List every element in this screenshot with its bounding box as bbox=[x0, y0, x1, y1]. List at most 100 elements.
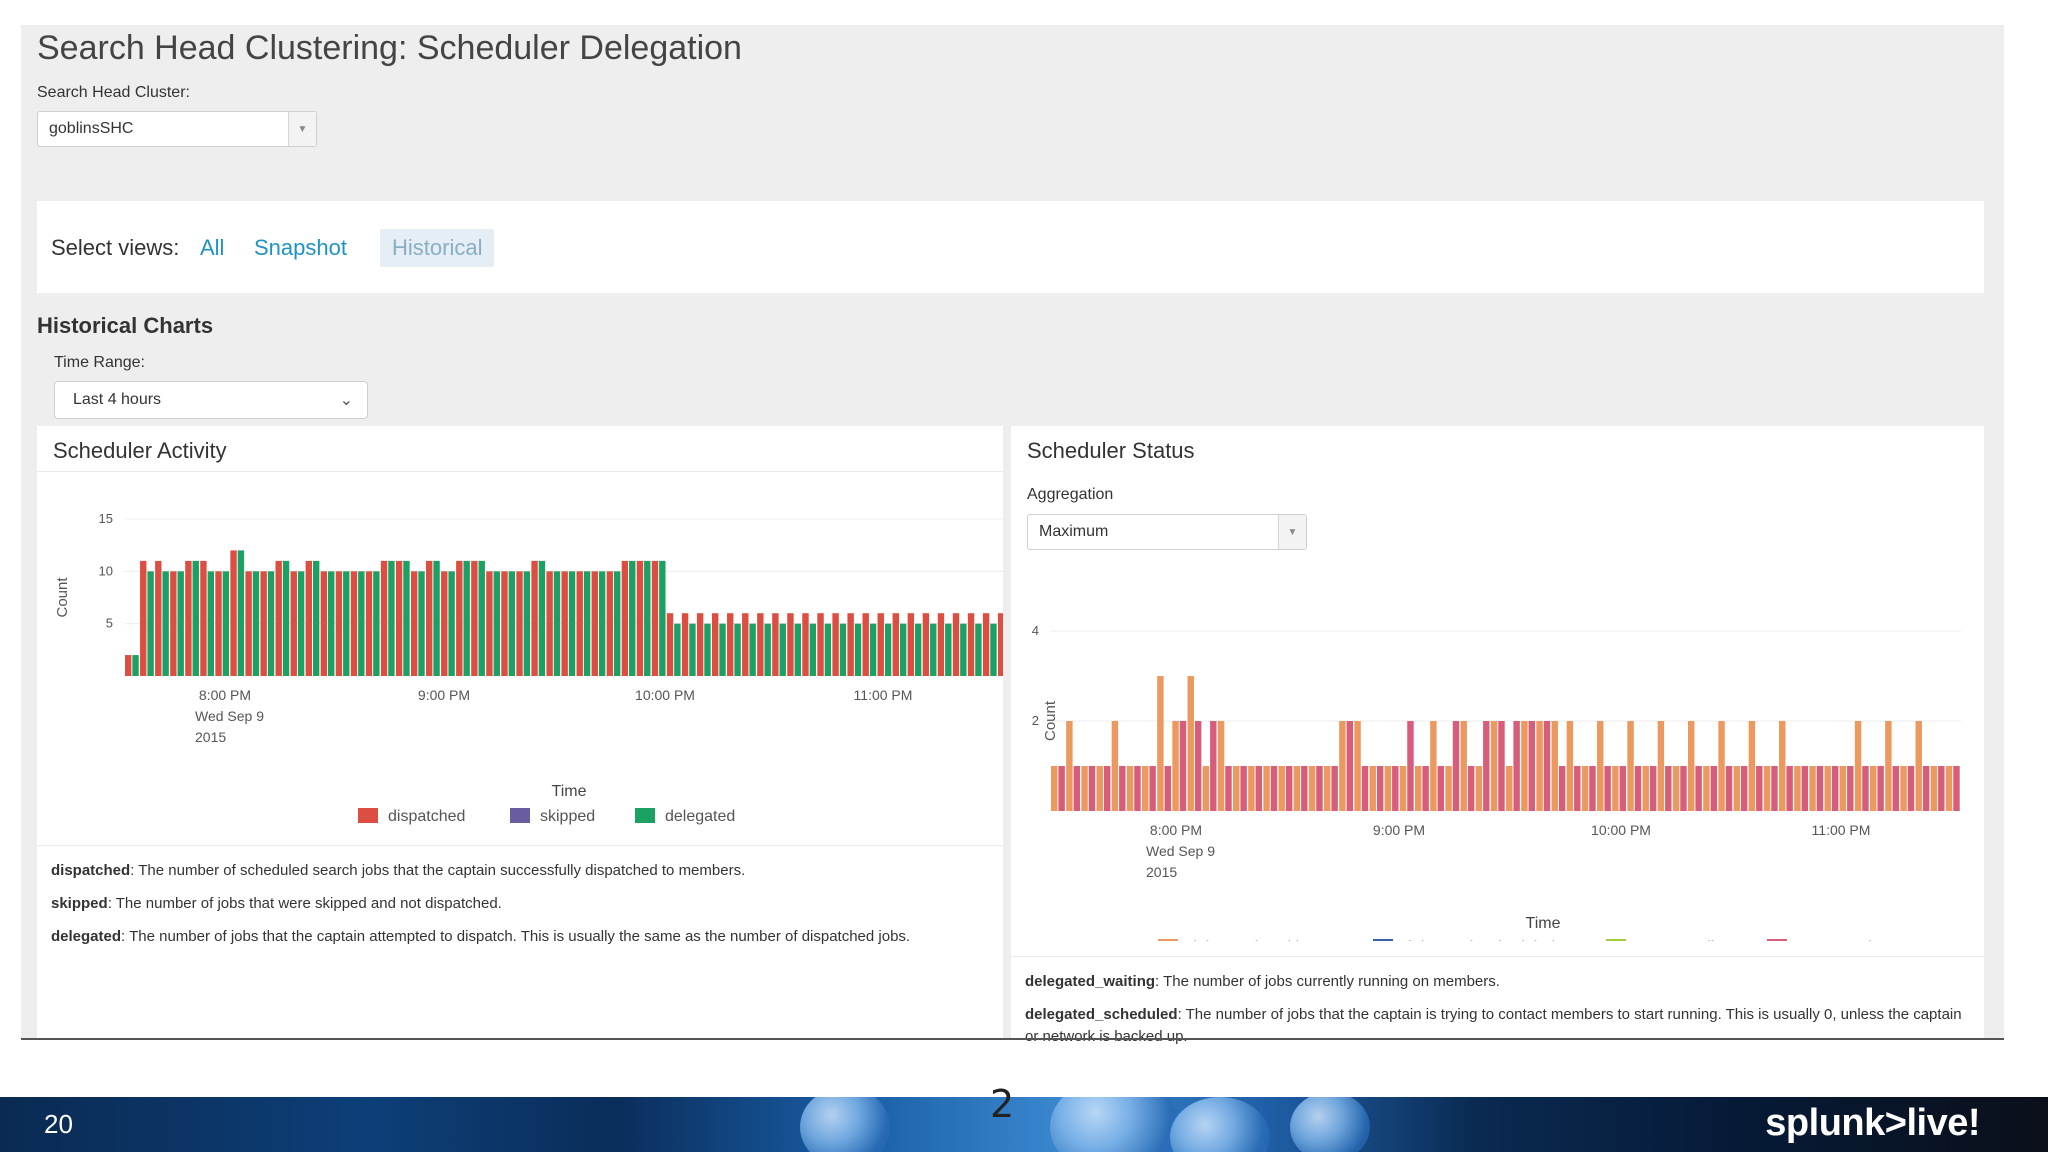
bar-max_running bbox=[1179, 721, 1187, 811]
bar-delegated bbox=[839, 623, 847, 676]
bar-max_running bbox=[1088, 766, 1096, 811]
bar-dispatched bbox=[230, 550, 237, 676]
views-bar: Select views: All Snapshot Historical bbox=[37, 201, 1984, 293]
x-tick-label: 2015 bbox=[195, 729, 226, 745]
bar-dispatched bbox=[862, 613, 869, 676]
view-link-historical[interactable]: Historical bbox=[380, 229, 495, 267]
bar-max_running bbox=[1225, 766, 1232, 811]
bar-delegated_waiting bbox=[1915, 721, 1922, 811]
bar-max_running bbox=[1301, 766, 1308, 811]
bar-dispatched bbox=[531, 560, 538, 676]
bar-dispatched bbox=[561, 571, 568, 676]
bar-max_running bbox=[1740, 766, 1748, 811]
bar-delegated bbox=[990, 623, 997, 676]
bar-delegated_waiting bbox=[1581, 766, 1589, 811]
bar-dispatched bbox=[591, 571, 598, 676]
bar-delegated_waiting bbox=[1263, 766, 1270, 811]
bar-max_running bbox=[1498, 721, 1505, 811]
bar-dispatched bbox=[651, 560, 659, 676]
bar-max_running bbox=[1346, 721, 1354, 811]
y-axis-label: Count bbox=[54, 577, 71, 618]
x-tick-label: 9:00 PM bbox=[418, 687, 470, 703]
chevron-down-icon: ▼ bbox=[288, 112, 316, 146]
bar-delegated bbox=[583, 571, 591, 676]
bar-delegated_waiting bbox=[1066, 721, 1073, 811]
bar-delegated bbox=[312, 560, 320, 676]
bar-delegated bbox=[493, 571, 500, 676]
bar-delegated_waiting bbox=[1870, 766, 1877, 811]
x-tick-label: Wed Sep 9 bbox=[195, 708, 264, 724]
bar-dispatched bbox=[606, 571, 614, 676]
legend-label-max_running: max_running bbox=[1797, 939, 1890, 941]
legend-label-delegated: delegated bbox=[665, 808, 735, 825]
bar-delegated_waiting bbox=[1612, 766, 1619, 811]
x-tick-label: 11:00 PM bbox=[1812, 822, 1871, 838]
bar-delegated bbox=[358, 571, 365, 676]
bar-max_running bbox=[1771, 766, 1778, 811]
bar-delegated_waiting bbox=[1369, 766, 1376, 811]
scheduler-activity-panel: Scheduler Activity 5 10 15 Count 8:00 PM Wed … bbox=[37, 426, 1003, 1038]
x-tick-label: 8:00 PM bbox=[199, 687, 251, 703]
bar-dispatched bbox=[155, 560, 162, 676]
aggregation-label: Aggregation bbox=[1027, 486, 1114, 503]
bar-delegated bbox=[418, 571, 425, 676]
bar-delegated_waiting bbox=[1490, 721, 1498, 811]
bar-delegated bbox=[343, 571, 350, 676]
x-tick-label: 10:00 PM bbox=[1591, 822, 1651, 838]
bar-delegated_waiting bbox=[1627, 721, 1634, 811]
bar-dispatched bbox=[877, 613, 884, 676]
bar-delegated_waiting bbox=[1854, 721, 1862, 811]
y-tick-label: 4 bbox=[1032, 623, 1039, 638]
x-tick-label: 10:00 PM bbox=[635, 687, 695, 703]
bar-delegated bbox=[734, 623, 741, 676]
bar-dispatched bbox=[501, 571, 508, 676]
y-tick-label: 2 bbox=[1032, 713, 1039, 728]
bar-max_running bbox=[1938, 766, 1945, 811]
y-tick-label: 15 bbox=[99, 511, 113, 526]
legend-swatch-delegated_scheduled bbox=[1373, 939, 1393, 941]
bar-delegated bbox=[644, 560, 651, 676]
aggregation-select[interactable]: Maximum ▼ bbox=[1027, 514, 1307, 550]
bar-delegated_waiting bbox=[1839, 766, 1847, 811]
bar-dispatched bbox=[486, 571, 493, 676]
x-tick-label: 8:00 PM bbox=[1150, 822, 1202, 838]
bar-max_running bbox=[1847, 766, 1854, 811]
desc-dispatched: dispatched: The number of scheduled sear… bbox=[51, 862, 746, 879]
bar-delegated bbox=[433, 560, 440, 676]
bar-max_running bbox=[1756, 766, 1763, 811]
cluster-label: Search Head Cluster: bbox=[37, 84, 190, 101]
bar-delegated bbox=[523, 571, 531, 676]
chevron-down-icon: ▼ bbox=[1278, 515, 1306, 549]
bar-delegated_waiting bbox=[1536, 721, 1543, 811]
bar-max_running bbox=[1073, 766, 1081, 811]
legend-label-dispatched: dispatched bbox=[388, 808, 465, 825]
bar-delegated_waiting bbox=[1308, 766, 1316, 811]
desc-delegated-waiting: delegated_waiting: The number of jobs cu… bbox=[1025, 973, 1500, 990]
bar-delegated bbox=[854, 623, 862, 676]
bar-max_running bbox=[1513, 721, 1520, 811]
bar-max_running bbox=[1392, 766, 1399, 811]
bar-dispatched bbox=[802, 613, 809, 676]
bar-delegated bbox=[328, 571, 335, 676]
bar-delegated bbox=[960, 623, 967, 676]
legend-swatch-dispatched bbox=[358, 808, 378, 823]
bar-max_running bbox=[1604, 766, 1611, 811]
bar-max_running bbox=[1892, 766, 1900, 811]
bar-delegated_waiting bbox=[1930, 766, 1938, 811]
time-range-picker[interactable]: Last 4 hours ⌄ bbox=[54, 381, 368, 419]
bar-max_running bbox=[1376, 766, 1384, 811]
bar-delegated_waiting bbox=[1475, 766, 1483, 811]
bar-max_running bbox=[1543, 721, 1551, 811]
time-range-value: Last 4 hours bbox=[73, 391, 162, 408]
bar-dispatched bbox=[215, 571, 222, 676]
bar-delegated_waiting bbox=[1718, 721, 1725, 811]
view-link-all[interactable]: All bbox=[200, 235, 225, 260]
bar-max_running bbox=[1194, 721, 1202, 811]
bar-delegated_waiting bbox=[1430, 721, 1437, 811]
cluster-select[interactable]: goblinsSHC ▼ bbox=[37, 111, 317, 147]
bar-delegated bbox=[689, 623, 696, 676]
bar-dispatched bbox=[922, 613, 930, 676]
bar-dispatched bbox=[621, 560, 629, 676]
view-link-snapshot[interactable]: Snapshot bbox=[254, 235, 347, 260]
bar-dispatched bbox=[260, 571, 267, 676]
